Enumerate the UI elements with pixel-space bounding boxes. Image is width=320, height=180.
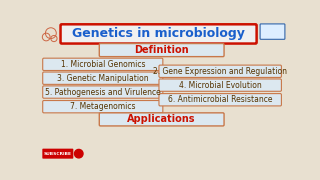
- Text: Applications: Applications: [127, 114, 196, 124]
- Text: 7. Metagenomics: 7. Metagenomics: [70, 102, 136, 111]
- Text: SUBSCRIBE: SUBSCRIBE: [44, 152, 72, 156]
- FancyBboxPatch shape: [159, 94, 281, 106]
- FancyBboxPatch shape: [159, 79, 281, 91]
- FancyBboxPatch shape: [159, 65, 281, 77]
- FancyBboxPatch shape: [260, 24, 285, 39]
- FancyBboxPatch shape: [43, 58, 163, 71]
- FancyBboxPatch shape: [42, 149, 73, 159]
- FancyBboxPatch shape: [43, 100, 163, 113]
- Text: 1. Microbial Genomics: 1. Microbial Genomics: [60, 60, 145, 69]
- FancyBboxPatch shape: [60, 24, 257, 44]
- Text: 5. Pathogenesis and Virulence: 5. Pathogenesis and Virulence: [45, 87, 161, 96]
- Circle shape: [75, 149, 83, 158]
- FancyBboxPatch shape: [99, 44, 224, 57]
- Text: 3. Genetic Manipulation: 3. Genetic Manipulation: [57, 74, 148, 83]
- FancyBboxPatch shape: [43, 72, 163, 84]
- FancyBboxPatch shape: [43, 86, 163, 98]
- Text: Definition: Definition: [134, 45, 189, 55]
- Text: 4. Microbial Evolution: 4. Microbial Evolution: [179, 81, 261, 90]
- Text: 6. Antimicrobial Resistance: 6. Antimicrobial Resistance: [168, 95, 272, 104]
- Text: Genetics in microbiology: Genetics in microbiology: [72, 27, 245, 40]
- Text: 2. Gene Expression and Regulation: 2. Gene Expression and Regulation: [153, 67, 287, 76]
- FancyBboxPatch shape: [99, 113, 224, 126]
